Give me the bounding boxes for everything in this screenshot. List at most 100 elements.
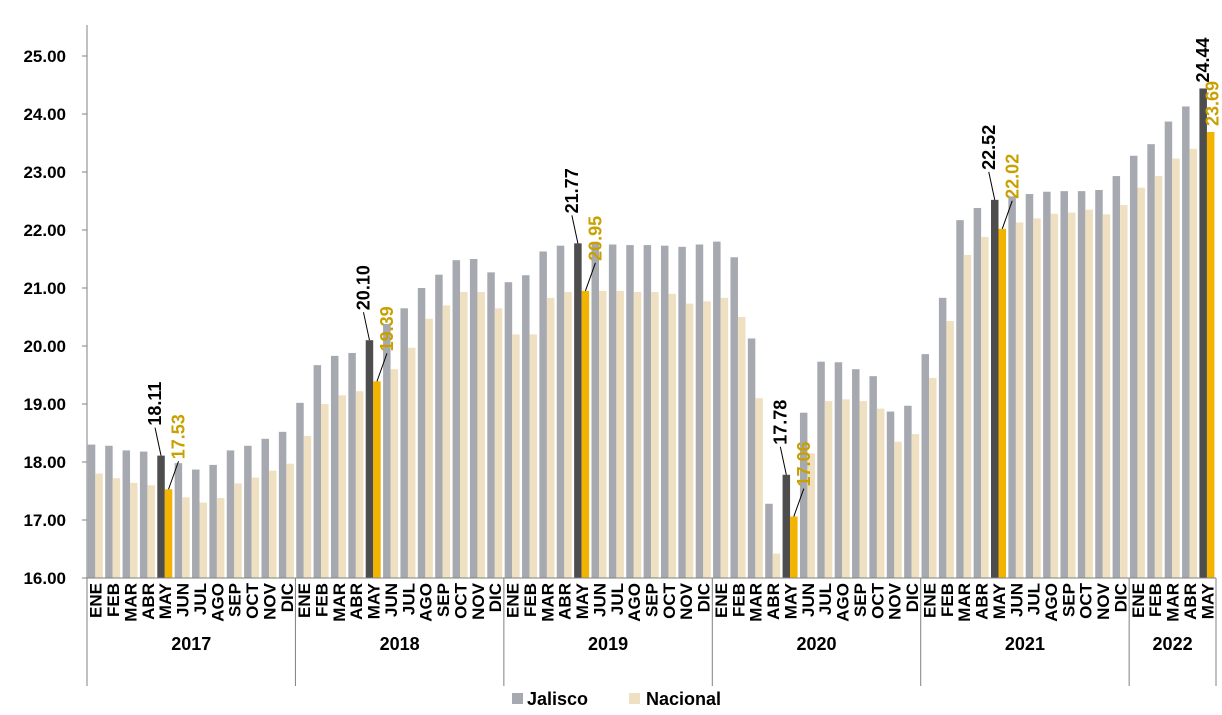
bar-jalisco: [1182, 106, 1190, 579]
y-tick-label: 16.00: [23, 569, 66, 588]
data-label-jalisco: 24.44: [1193, 37, 1213, 82]
bar-jalisco: [973, 207, 982, 578]
bar-jalisco: [348, 352, 356, 578]
data-label-nacional: 19.39: [377, 306, 397, 351]
bar-jalisco: [383, 323, 391, 578]
year-label: 2022: [1153, 634, 1193, 654]
leader-line-jalisco: [988, 171, 996, 200]
x-tick-label: JUN: [174, 583, 193, 617]
bar-nacional: [546, 297, 555, 578]
bar-jalisco: [435, 274, 443, 578]
bar-nacional: [616, 290, 624, 578]
bar-nacional: [1050, 213, 1059, 578]
bar-jalisco: [122, 450, 131, 578]
bar-nacional: [477, 292, 485, 578]
x-tick-label: AGO: [1042, 583, 1061, 622]
data-label-nacional: 20.95: [585, 216, 605, 261]
bar-nacional: [1137, 187, 1145, 578]
bar-nacional: [147, 485, 155, 578]
bar-nacional: [390, 369, 399, 578]
x-tick-label: FEB: [104, 583, 123, 617]
x-tick-label: MAY: [365, 582, 384, 619]
leader-line-jalisco: [779, 446, 787, 475]
x-tick-label: MAY: [990, 582, 1009, 619]
x-tick-label: FEB: [1146, 583, 1165, 617]
x-tick-label: SEP: [643, 583, 662, 617]
x-tick-label: JUN: [382, 583, 401, 617]
bar-jalisco: [817, 361, 825, 578]
bar-jalisco: [869, 376, 877, 578]
bar-nacional: [303, 435, 312, 578]
bar-nacional: [859, 401, 868, 578]
legend-label-nacional: Nacional: [646, 689, 721, 709]
bar-jalisco: [330, 355, 339, 578]
bar-nacional: [355, 391, 364, 578]
bar-nacional: [772, 553, 781, 578]
bar-jalisco: [244, 445, 252, 578]
x-tick-label: MAR: [121, 583, 140, 622]
bar-jalisco: [365, 340, 374, 578]
bar-jalisco: [400, 308, 408, 578]
bar-nacional: [164, 489, 173, 578]
bar-jalisco: [765, 503, 773, 578]
y-tick-label: 17.00: [23, 511, 66, 530]
x-tick-label: AGO: [417, 583, 436, 622]
bar-jalisco: [278, 431, 287, 578]
bar-jalisco: [487, 272, 495, 578]
x-tick-label: SEP: [434, 583, 453, 617]
x-tick-label: FEB: [938, 583, 957, 617]
bar-nacional: [1033, 218, 1041, 578]
bar-jalisco: [1008, 196, 1016, 579]
x-tick-label: JUL: [1025, 583, 1044, 615]
x-tick-label: MAR: [1164, 583, 1183, 622]
x-tick-label: JUL: [816, 583, 835, 615]
bar-nacional: [251, 477, 260, 578]
bar-jalisco: [1043, 191, 1051, 578]
bar-nacional: [911, 434, 920, 578]
leader-line-nacional: [793, 488, 805, 517]
x-tick-label: NOV: [886, 582, 905, 620]
year-label: 2020: [796, 634, 836, 654]
bar-jalisco: [226, 450, 235, 578]
bar-jalisco: [834, 362, 843, 578]
x-tick-label: ENE: [295, 583, 314, 618]
x-tick-label: MAR: [538, 583, 557, 622]
bar-jalisco: [782, 474, 791, 578]
bar-nacional: [737, 317, 746, 578]
bar-nacional: [1120, 205, 1128, 578]
bar-nacional: [1189, 148, 1198, 579]
bar-nacional: [112, 478, 121, 578]
x-tick-label: MAR: [747, 583, 766, 622]
y-tick-label: 18.00: [23, 453, 66, 472]
bar-jalisco: [938, 297, 947, 578]
bar-nacional: [1015, 222, 1024, 578]
year-label: 2018: [380, 634, 420, 654]
bar-nacional: [842, 399, 850, 578]
bar-nacional: [1154, 176, 1163, 578]
data-label-nacional: 22.02: [1002, 154, 1022, 199]
bar-jalisco: [1199, 88, 1207, 578]
bar-nacional: [685, 303, 694, 578]
bar-jalisco: [1025, 194, 1034, 579]
leader-line-jalisco: [154, 427, 162, 456]
bar-jalisco: [261, 438, 269, 578]
x-tick-label: JUL: [608, 583, 627, 615]
bar-nacional: [95, 473, 103, 578]
bar-jalisco: [417, 288, 426, 578]
bar-nacional: [651, 292, 659, 578]
bar-nacional: [1102, 214, 1111, 578]
bar-nacional: [216, 497, 225, 578]
bar-nacional: [529, 334, 538, 578]
bar-nacional: [1085, 209, 1093, 578]
x-tick-label: NOV: [469, 582, 488, 620]
x-tick-label: ABR: [973, 583, 992, 620]
bar-nacional: [981, 236, 989, 578]
leader-line-nacional: [584, 262, 596, 292]
year-label: 2017: [171, 634, 211, 654]
bar-jalisco: [157, 455, 165, 578]
bar-nacional: [876, 408, 885, 578]
bar-jalisco: [209, 464, 217, 578]
x-tick-label: OCT: [868, 582, 887, 619]
x-tick-label: ENE: [1129, 583, 1148, 618]
